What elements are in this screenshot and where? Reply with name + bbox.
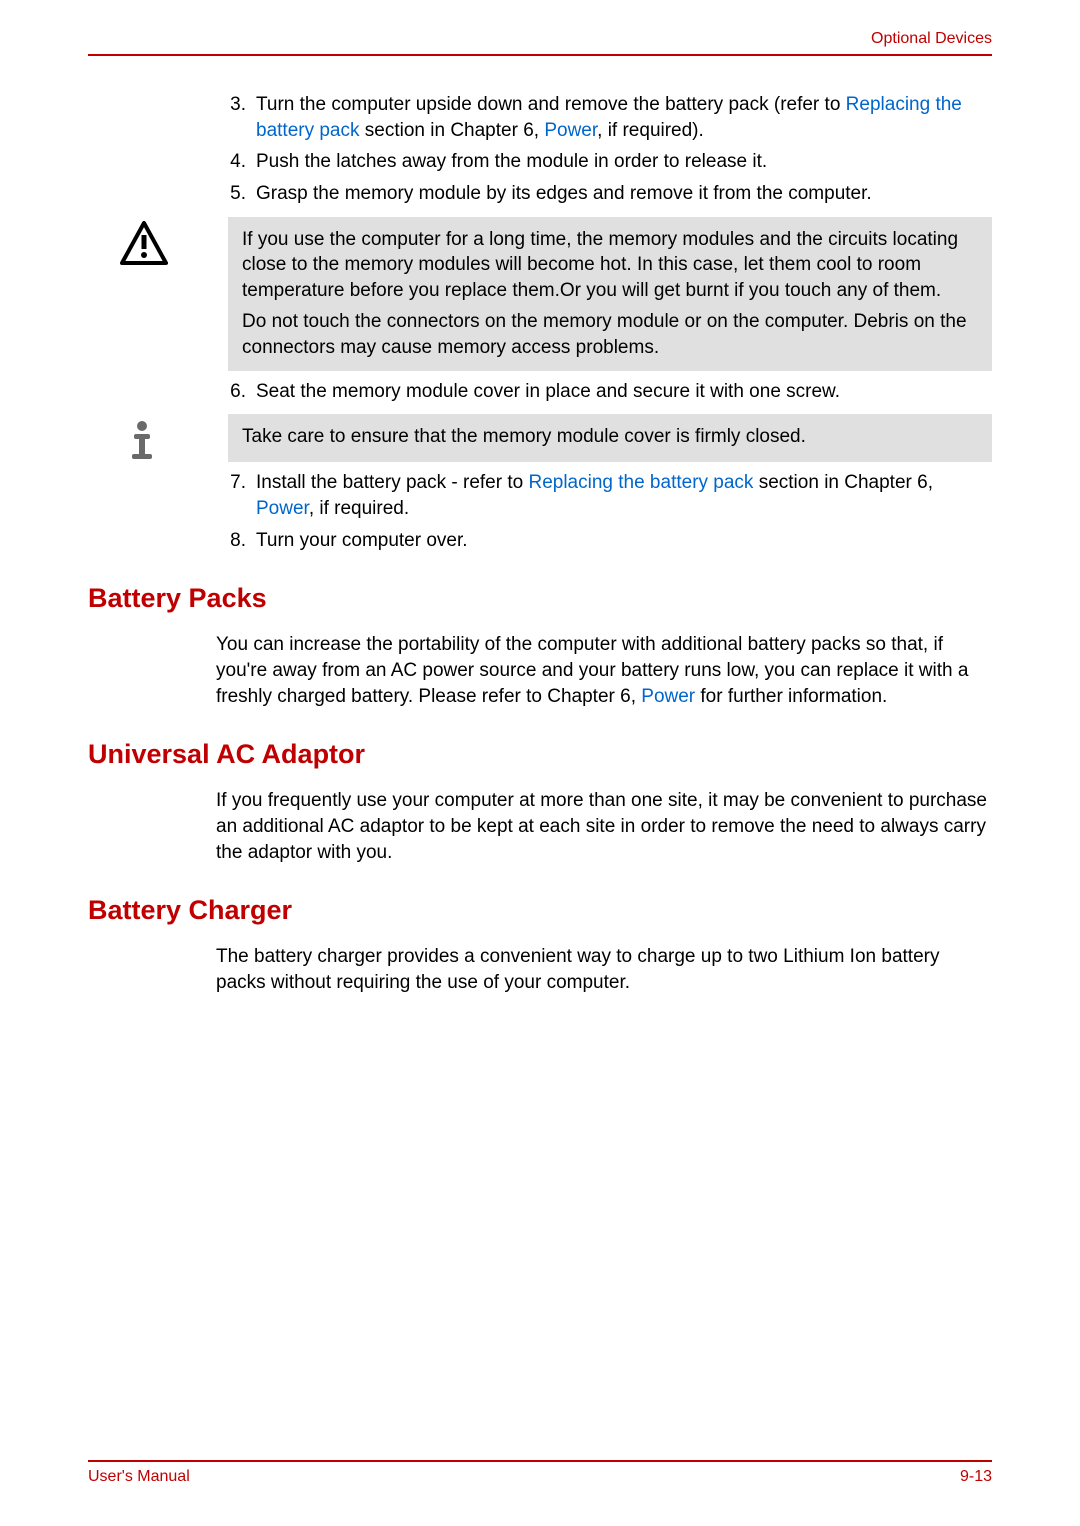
text-run: , if required). [597,120,704,141]
page-footer: User's Manual 9-13 [88,1460,992,1486]
warning-callout: If you use the computer for a long time,… [88,217,992,371]
list-item: 3.Turn the computer upside down and remo… [228,92,992,143]
steps-list-a: 3.Turn the computer upside down and remo… [228,92,992,207]
list-item-text: Push the latches away from the module in… [256,149,992,175]
list-item: 6.Seat the memory module cover in place … [228,379,992,405]
info-callout: Take care to ensure that the memory modu… [88,414,992,462]
warning-text-1: If you use the computer for a long time,… [242,227,978,304]
page: Optional Devices 3.Turn the computer ups… [0,0,1080,1526]
list-item-text: Seat the memory module cover in place an… [256,379,992,405]
footer-right: 9-13 [960,1468,992,1486]
text-run: Push the latches away from the module in… [256,151,767,172]
footer-left: User's Manual [88,1468,190,1486]
info-body: Take care to ensure that the memory modu… [228,414,992,462]
list-item-number: 7. [228,470,256,521]
section-body-battery-packs: You can increase the portability of the … [216,632,992,709]
page-content: 3.Turn the computer upside down and remo… [88,92,992,1460]
list-item-number: 8. [228,528,256,554]
text-run: for further information. [695,686,887,707]
list-item-number: 5. [228,181,256,207]
list-item-text: Turn your computer over. [256,528,992,554]
text-run: section in Chapter 6, [360,120,545,141]
list-item: 4.Push the latches away from the module … [228,149,992,175]
list-item-number: 3. [228,92,256,143]
cross-ref-link[interactable]: Power [256,498,309,519]
section-heading-battery-packs: Battery Packs [88,583,992,614]
text-run: The battery charger provides a convenien… [216,946,939,993]
section-body-universal-ac: If you frequently use your computer at m… [216,788,992,865]
warning-icon [120,217,180,371]
info-text-1: Take care to ensure that the memory modu… [242,424,978,450]
cross-ref-link[interactable]: Power [641,686,695,707]
list-item-text: Grasp the memory module by its edges and… [256,181,992,207]
warning-body: If you use the computer for a long time,… [228,217,992,371]
section-body-battery-charger: The battery charger provides a convenien… [216,944,992,995]
list-item: 7.Install the battery pack - refer to Re… [228,470,992,521]
text-run: Grasp the memory module by its edges and… [256,183,872,204]
list-item-number: 6. [228,379,256,405]
cross-ref-link[interactable]: Replacing the battery pack [528,472,753,493]
list-item: 5.Grasp the memory module by its edges a… [228,181,992,207]
steps-list-b: 6.Seat the memory module cover in place … [228,379,992,405]
text-run: , if required. [309,498,409,519]
section-heading-universal-ac: Universal AC Adaptor [88,739,992,770]
text-run: section in Chapter 6, [753,472,933,493]
header-title: Optional Devices [871,30,992,47]
steps-list-c: 7.Install the battery pack - refer to Re… [228,470,992,553]
warning-text-2: Do not touch the connectors on the memor… [242,309,978,360]
cross-ref-link[interactable]: Power [544,120,597,141]
info-icon [120,414,180,462]
text-run: If you frequently use your computer at m… [216,790,987,862]
list-item-text: Turn the computer upside down and remove… [256,92,992,143]
text-run: Turn your computer over. [256,530,468,551]
section-heading-battery-charger: Battery Charger [88,895,992,926]
list-item-number: 4. [228,149,256,175]
text-run: Turn the computer upside down and remove… [256,94,846,115]
page-header: Optional Devices [88,30,992,56]
list-item: 8.Turn your computer over. [228,528,992,554]
list-item-text: Install the battery pack - refer to Repl… [256,470,992,521]
text-run: Seat the memory module cover in place an… [256,381,840,402]
text-run: Install the battery pack - refer to [256,472,528,493]
